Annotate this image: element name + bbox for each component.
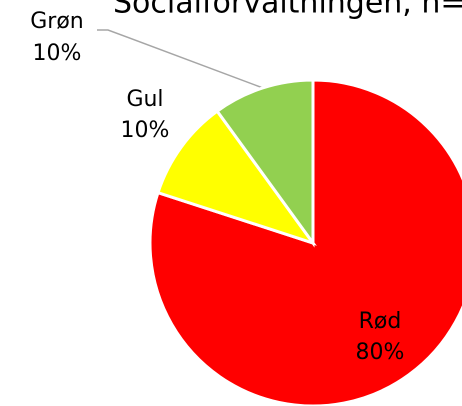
pie-slice (215, 78, 315, 248)
leader-line (97, 29, 264, 89)
pie-slice (148, 78, 462, 406)
pie-slice (156, 109, 317, 246)
slice-value-label: 10% (33, 41, 82, 66)
slice-value-label: 10% (121, 118, 170, 143)
slice-value-label: 80% (356, 340, 405, 365)
slice-label: Grøn (30, 9, 84, 34)
slice-label: Gul (126, 87, 163, 112)
chart-title: Socialforvaltningen, n= (113, 0, 462, 21)
slice-label: Rød (359, 309, 402, 334)
